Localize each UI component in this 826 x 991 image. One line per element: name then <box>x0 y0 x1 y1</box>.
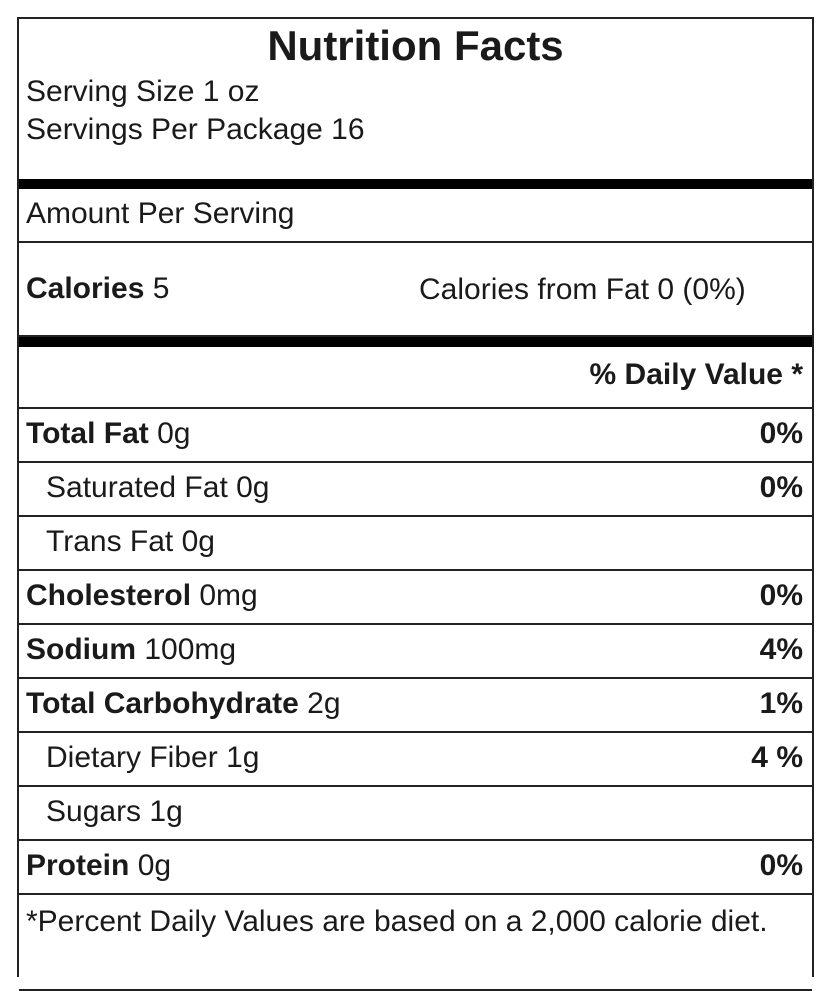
nutrient-percent: 1% <box>759 687 803 720</box>
nutrient-name: Protein <box>26 849 130 882</box>
nutrient-name: Saturated Fat <box>46 471 228 504</box>
nutrient-amount: 0g <box>157 417 191 450</box>
nutrient-percent: 0% <box>759 417 803 450</box>
thick-divider <box>19 179 812 189</box>
calories-value: 5 <box>152 272 170 305</box>
nutrient-row-trans-fat: Trans Fat 0g <box>19 517 812 571</box>
nutrient-name: Dietary Fiber <box>46 741 218 774</box>
nutrient-amount: 0g <box>137 849 172 882</box>
nutrient-amount: 100mg <box>144 633 237 666</box>
nutrient-row-total-fat: Total Fat 0g 0% <box>19 409 812 463</box>
thick-divider <box>19 337 812 347</box>
calories: Calories 5 <box>19 272 419 306</box>
nutrient-percent: 0% <box>759 471 803 504</box>
nutrient-percent: 0% <box>759 849 803 882</box>
nutrient-row-saturated-fat: Saturated Fat 0g 0% <box>19 463 812 517</box>
nutrient-name: Total Fat <box>26 417 149 450</box>
nutrient-name: Total Carbohydrate <box>26 687 299 720</box>
nutrient-percent: 4% <box>759 633 803 666</box>
nutrient-name: Sodium <box>26 633 136 666</box>
nutrient-name: Sugars <box>46 795 142 828</box>
amount-per-serving: Amount Per Serving <box>19 189 812 243</box>
nutrient-amount: 1g <box>226 741 260 774</box>
serving-info: Serving Size 1 oz Servings Per Package 1… <box>19 73 812 179</box>
nutrition-label: Nutrition Facts Serving Size 1 oz Servin… <box>17 17 814 991</box>
footnote: *Percent Daily Values are based on a 2,0… <box>19 895 812 991</box>
calories-label: Calories <box>26 272 145 305</box>
nutrient-row-protein: Protein 0g 0% <box>19 841 812 895</box>
nutrient-amount: 0g <box>181 525 215 558</box>
nutrient-amount: 0g <box>236 471 270 504</box>
nutrient-row-total-carbohydrate: Total Carbohydrate 2g 1% <box>19 679 812 733</box>
calories-from-fat: Calories from Fat 0 (0%) <box>419 273 746 306</box>
nutrient-row-dietary-fiber: Dietary Fiber 1g 4 % <box>19 733 812 787</box>
calories-row: Calories 5 Calories from Fat 0 (0%) <box>19 243 812 337</box>
nutrient-row-cholesterol: Cholesterol 0mg 0% <box>19 571 812 625</box>
nutrient-row-sodium: Sodium 100mg 4% <box>19 625 812 679</box>
nutrient-row-sugars: Sugars 1g <box>19 787 812 841</box>
nutrient-amount: 1g <box>149 795 183 828</box>
daily-value-header: % Daily Value * <box>19 347 812 409</box>
nutrient-name: Trans Fat <box>46 525 174 558</box>
nutrient-percent: 0% <box>759 579 803 612</box>
label-title: Nutrition Facts <box>267 22 564 69</box>
nutrient-amount: 0mg <box>199 579 258 612</box>
nutrient-name: Cholesterol <box>26 579 192 612</box>
nutrient-amount: 2g <box>307 687 341 720</box>
nutrient-percent: 4 % <box>751 741 803 774</box>
serving-size: Serving Size 1 oz <box>26 75 260 108</box>
servings-per-package: Servings Per Package 16 <box>26 113 365 146</box>
